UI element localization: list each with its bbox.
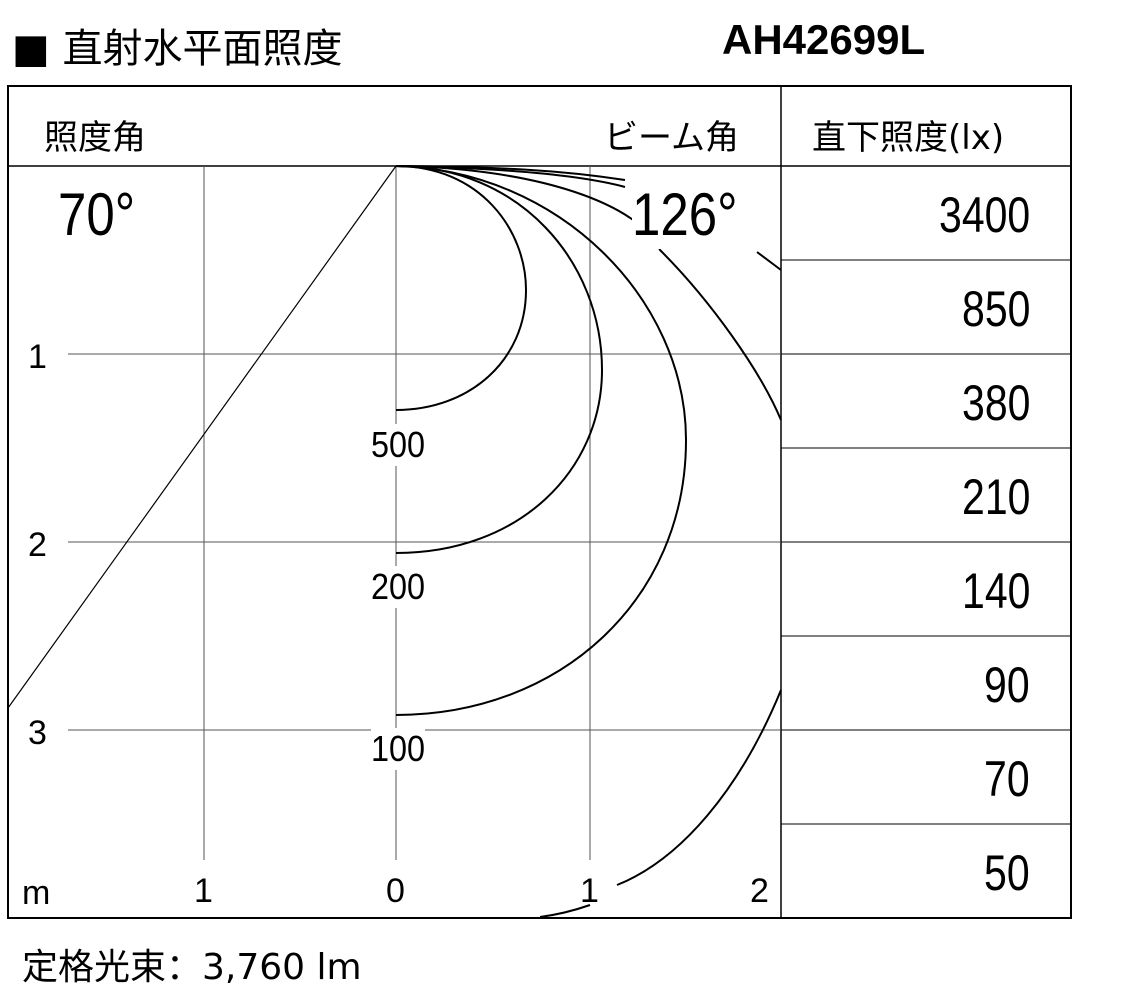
isolux-curve-100 <box>395 165 688 716</box>
x-tick: 2 <box>750 872 769 910</box>
angle-line <box>7 165 397 709</box>
isolux-label: 100 <box>370 728 426 770</box>
angle-header: 照度角 <box>44 118 146 158</box>
x-tick: 0 <box>386 872 405 910</box>
beam-header: ビーム角 <box>604 118 739 158</box>
y-tick: 1 <box>28 338 47 376</box>
y-tick: 3 <box>28 714 47 752</box>
illuminance-header: 直下照度(lx) <box>812 118 1005 158</box>
model-number: AH42699L <box>722 16 926 63</box>
isolux-curve-outermost <box>395 165 626 181</box>
x-axis-unit: m <box>22 874 51 912</box>
isolux-curve-200 <box>395 165 604 554</box>
isolux-label: 200 <box>370 566 426 608</box>
isolux-curve-500 <box>395 165 528 411</box>
illuminance-value: 90 <box>984 657 1030 713</box>
beam-angle-value: 126° <box>632 180 738 249</box>
illuminance-value: 70 <box>984 751 1030 807</box>
page-title: ■ 直射水平面照度 <box>12 26 343 72</box>
isolux-curve-outer <box>395 165 782 918</box>
illuminance-value: 210 <box>961 469 1030 525</box>
outer-frame <box>7 85 1072 919</box>
x-tick: 1 <box>580 872 599 910</box>
illuminance-value: 50 <box>984 845 1030 901</box>
illuminance-value: 140 <box>961 563 1030 619</box>
illuminance-value: 850 <box>961 281 1030 337</box>
y-tick: 2 <box>28 526 47 564</box>
illuminance-value: 3400 <box>938 187 1030 243</box>
angle-value: 70° <box>58 181 136 248</box>
table-row-lines <box>781 259 1071 825</box>
x-tick: 1 <box>194 872 213 910</box>
illuminance-value: 380 <box>961 375 1030 431</box>
isolux-label: 500 <box>370 424 426 466</box>
rated-luminous-flux: 定格光束：3,760 lm <box>22 947 362 988</box>
